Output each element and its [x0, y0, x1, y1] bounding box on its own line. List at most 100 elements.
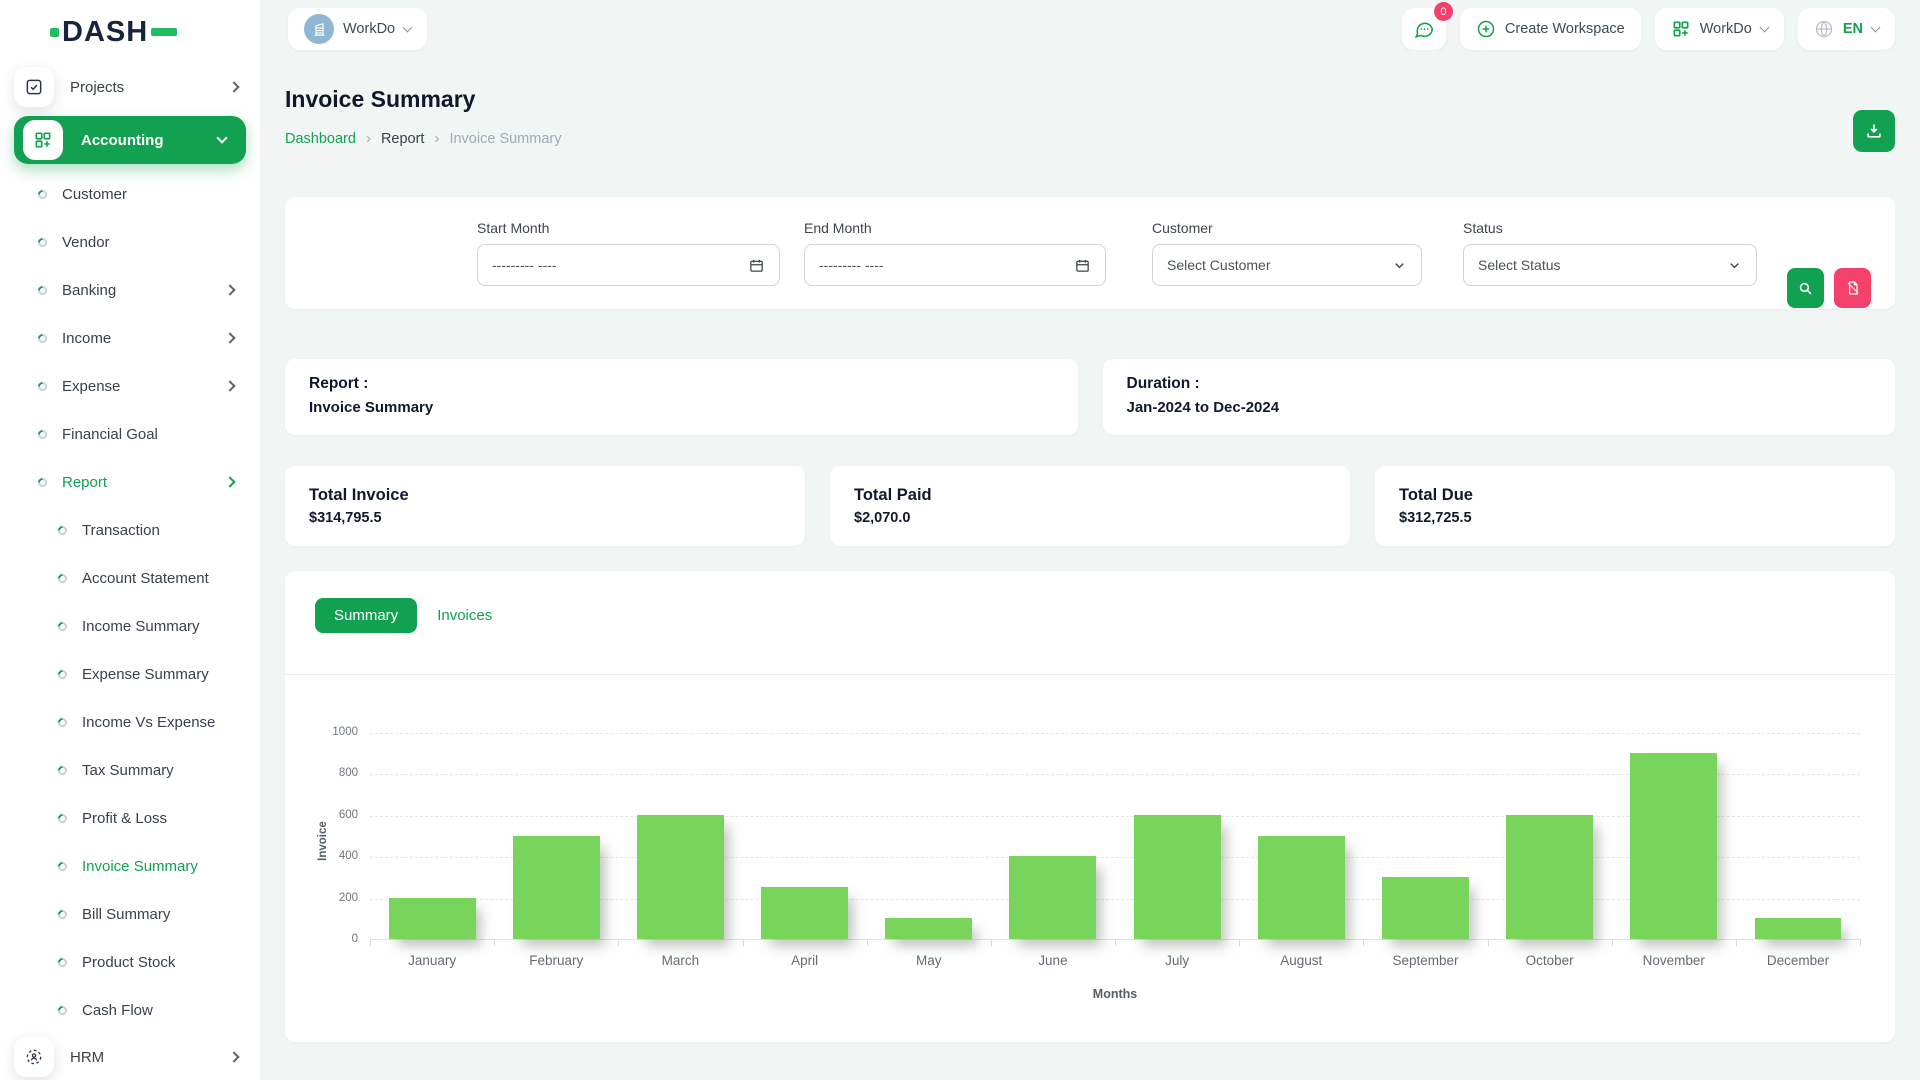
- bullet-icon: [36, 188, 49, 201]
- plus-circle-icon: [1476, 19, 1496, 39]
- sidebar-item-expense-summary[interactable]: Expense Summary: [0, 650, 260, 698]
- sidebar-item-banking[interactable]: Banking: [0, 266, 260, 314]
- customer-select-value: Select Customer: [1167, 257, 1270, 273]
- x-axis-tick: [1363, 939, 1364, 946]
- sidebar-item-report[interactable]: Report: [0, 458, 260, 506]
- bullet-icon: [56, 764, 69, 777]
- stat-label: Total Paid: [854, 486, 1326, 505]
- brand-logo[interactable]: DASH: [0, 0, 260, 64]
- breadcrumb-report[interactable]: Report: [381, 130, 425, 148]
- bullet-icon: [36, 428, 49, 441]
- reset-filter-button[interactable]: [1834, 268, 1871, 308]
- chevron-down-icon: [1871, 23, 1881, 33]
- x-label-january: January: [370, 953, 494, 968]
- sidebar-item-tax-summary[interactable]: Tax Summary: [0, 746, 260, 794]
- logo-dot-icon: [50, 28, 59, 37]
- breadcrumb-dashboard[interactable]: Dashboard: [285, 130, 356, 148]
- customer-select[interactable]: Select Customer: [1152, 244, 1422, 286]
- sidebar-item-projects[interactable]: Projects: [0, 64, 260, 110]
- sidebar-item-income[interactable]: Income: [0, 314, 260, 362]
- sidebar-item-expense[interactable]: Expense: [0, 362, 260, 410]
- tab-summary[interactable]: Summary: [315, 598, 417, 633]
- x-axis-tick: [370, 939, 371, 946]
- end-month-input[interactable]: --------- ----: [804, 244, 1106, 286]
- search-button[interactable]: [1787, 268, 1824, 308]
- sidebar-item-label: Tax Summary: [82, 762, 174, 779]
- globe-icon: [1814, 19, 1834, 39]
- sidebar-item-accounting[interactable]: Accounting: [14, 116, 246, 164]
- x-label-april: April: [743, 953, 867, 968]
- sidebar-item-customer[interactable]: Customer: [0, 170, 260, 218]
- bullet-icon: [56, 812, 69, 825]
- x-axis-tick: [494, 939, 495, 946]
- x-label-may: May: [867, 953, 991, 968]
- sidebar-item-income-vs-expense[interactable]: Income Vs Expense: [0, 698, 260, 746]
- x-label-february: February: [494, 953, 618, 968]
- status-select-value: Select Status: [1478, 257, 1561, 273]
- bar-july: [1134, 815, 1221, 939]
- stat-card-total-due: Total Due$312,725.5: [1375, 466, 1895, 546]
- x-label-june: June: [991, 953, 1115, 968]
- sidebar-item-vendor[interactable]: Vendor: [0, 218, 260, 266]
- calendar-icon: [748, 257, 765, 274]
- chevron-right-icon: [224, 476, 235, 487]
- x-label-august: August: [1239, 953, 1363, 968]
- bullet-icon: [56, 620, 69, 633]
- y-tick-label: 800: [300, 767, 358, 779]
- sidebar-item-profit-loss[interactable]: Profit & Loss: [0, 794, 260, 842]
- sidebar-item-account-statement[interactable]: Account Statement: [0, 554, 260, 602]
- hrm-user-focus-icon: [24, 1047, 44, 1067]
- sidebar-item-transaction[interactable]: Transaction: [0, 506, 260, 554]
- download-icon: [1864, 121, 1884, 141]
- chevron-right-icon: [224, 380, 235, 391]
- bar-slot-april: [743, 733, 867, 939]
- x-axis-tick: [867, 939, 868, 946]
- sidebar-item-product-stock[interactable]: Product Stock: [0, 938, 260, 986]
- duration-card: Duration : Jan-2024 to Dec-2024: [1103, 359, 1896, 435]
- bullet-icon: [56, 1004, 69, 1017]
- create-workspace-button[interactable]: Create Workspace: [1460, 8, 1641, 50]
- chevron-down-icon: [403, 23, 413, 33]
- chart-card: Summary Invoices Invoice02004006008001000…: [285, 571, 1895, 1042]
- download-button[interactable]: [1853, 110, 1895, 152]
- x-label-october: October: [1488, 953, 1612, 968]
- bar-slot-september: [1363, 733, 1487, 939]
- y-tick-label: 200: [300, 892, 358, 904]
- chevron-down-icon: [216, 132, 227, 143]
- messages-button[interactable]: 0: [1402, 8, 1446, 50]
- chevron-down-icon: [1727, 258, 1742, 273]
- start-month-input[interactable]: --------- ----: [477, 244, 780, 286]
- tab-invoices[interactable]: Invoices: [431, 598, 498, 633]
- logo-text: DASH: [62, 16, 148, 49]
- sidebar-item-label: Cash Flow: [82, 1002, 153, 1019]
- building-icon: [311, 21, 328, 38]
- filter-card: Start Month --------- ---- End Month ---…: [285, 197, 1895, 309]
- status-select[interactable]: Select Status: [1463, 244, 1757, 286]
- status-field: Status Select Status: [1463, 220, 1757, 286]
- breadcrumb: Dashboard›Report›Invoice Summary: [285, 130, 561, 148]
- workspace-selector[interactable]: WorkDo: [288, 8, 427, 50]
- language-selector[interactable]: EN: [1798, 8, 1895, 50]
- sidebar-item-cash-flow[interactable]: Cash Flow: [0, 986, 260, 1034]
- sidebar-item-label: Expense Summary: [82, 666, 209, 683]
- x-axis-tick: [1612, 939, 1613, 946]
- sidebar-item-financial-goal[interactable]: Financial Goal: [0, 410, 260, 458]
- customer-label: Customer: [1152, 220, 1422, 236]
- sidebar-item-hrm[interactable]: HRM: [0, 1034, 260, 1080]
- hrm-box: [14, 1037, 54, 1077]
- sidebar: DASH Projects Accounting CustomerVendorBan…: [0, 0, 260, 1080]
- stat-value: $2,070.0: [854, 510, 1326, 526]
- sidebar-item-invoice-summary[interactable]: Invoice Summary: [0, 842, 260, 890]
- bar-may: [885, 918, 972, 939]
- end-month-placeholder: --------- ----: [819, 257, 884, 273]
- sidebar-item-income-summary[interactable]: Income Summary: [0, 602, 260, 650]
- invoice-bar-chart: Invoice02004006008001000JanuaryFebruaryM…: [285, 675, 1895, 1015]
- report-info-row: Report : Invoice Summary Duration : Jan-…: [285, 359, 1895, 435]
- checkbox-box: [14, 67, 54, 107]
- bar-august: [1258, 836, 1345, 940]
- workspace-switcher[interactable]: WorkDo: [1655, 8, 1784, 50]
- start-month-field: Start Month --------- ----: [477, 220, 780, 286]
- duration-label: Duration :: [1127, 375, 1872, 393]
- breadcrumb-separator: ›: [434, 130, 439, 148]
- sidebar-item-bill-summary[interactable]: Bill Summary: [0, 890, 260, 938]
